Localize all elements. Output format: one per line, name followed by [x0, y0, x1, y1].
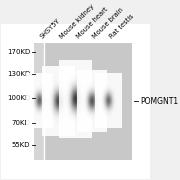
- Text: Mouse kidney: Mouse kidney: [59, 3, 95, 40]
- Bar: [34, 43, 44, 160]
- Text: 130KD: 130KD: [7, 71, 30, 77]
- Text: 170KD: 170KD: [7, 49, 30, 55]
- Text: Mouse heart: Mouse heart: [75, 6, 109, 40]
- Bar: [34, 43, 132, 160]
- Text: SHSY5Y: SHSY5Y: [39, 17, 62, 40]
- Text: POMGNT1: POMGNT1: [140, 97, 178, 106]
- Text: 70KD: 70KD: [12, 120, 30, 126]
- Text: 100KD: 100KD: [7, 95, 30, 101]
- Text: 55KD: 55KD: [12, 142, 30, 148]
- Text: Rat testis: Rat testis: [108, 13, 135, 40]
- Text: Mouse brain: Mouse brain: [91, 6, 125, 40]
